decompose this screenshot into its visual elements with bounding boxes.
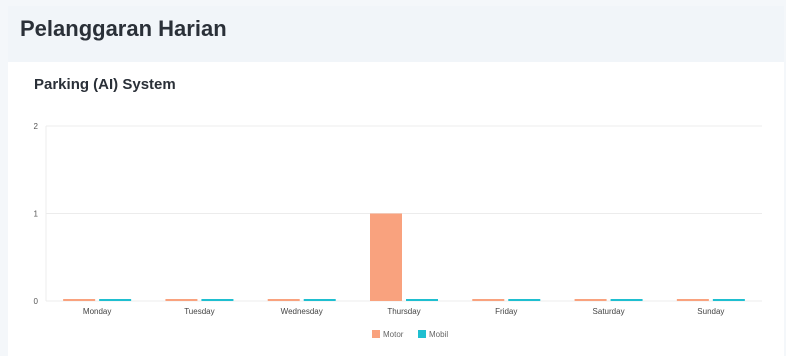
x-tick-label: Sunday bbox=[697, 307, 724, 316]
chart-card: Parking (AI) System 0 1 2 Monday Tuesday Wedn… bbox=[8, 62, 784, 356]
bar-motor-monday bbox=[63, 299, 96, 301]
legend-label-mobil: Mobil bbox=[429, 330, 448, 339]
y-tick-label: 0 bbox=[34, 297, 39, 306]
bar-mobil-monday bbox=[99, 299, 132, 301]
page-title: Pelanggaran Harian bbox=[20, 16, 227, 41]
bar-motor-wednesday bbox=[267, 299, 300, 301]
legend-swatch-mobil bbox=[418, 330, 426, 338]
bar-mobil-tuesday bbox=[201, 299, 234, 301]
bar-mobil-friday bbox=[508, 299, 541, 301]
x-tick-label: Saturday bbox=[593, 307, 625, 316]
bar-motor-saturday bbox=[574, 299, 607, 301]
legend-swatch-motor bbox=[372, 330, 380, 338]
bar-motor-tuesday bbox=[165, 299, 198, 301]
bar-chart: 0 1 2 Monday Tuesday Wednesday Thursday Friday S… bbox=[34, 122, 762, 339]
bar-motor-sunday bbox=[676, 299, 709, 301]
bar-mobil-sunday bbox=[712, 299, 745, 301]
y-tick-label: 1 bbox=[34, 210, 39, 219]
x-tick-label: Monday bbox=[83, 307, 111, 316]
page-header: Pelanggaran Harian bbox=[8, 6, 784, 62]
bar-mobil-saturday bbox=[610, 299, 643, 301]
x-tick-label: Friday bbox=[495, 307, 517, 316]
bar-motor-friday bbox=[472, 299, 505, 301]
x-tick-label: Wednesday bbox=[281, 307, 323, 316]
y-tick-label: 2 bbox=[34, 122, 39, 131]
bar-motor-thursday bbox=[370, 213, 402, 301]
bar-mobil-wednesday bbox=[303, 299, 336, 301]
card-title: Parking (AI) System bbox=[34, 76, 176, 93]
bar-mobil-thursday bbox=[406, 299, 438, 301]
x-tick-label: Thursday bbox=[387, 307, 420, 316]
x-tick-label: Tuesday bbox=[184, 307, 214, 316]
legend-label-motor: Motor bbox=[383, 330, 404, 339]
